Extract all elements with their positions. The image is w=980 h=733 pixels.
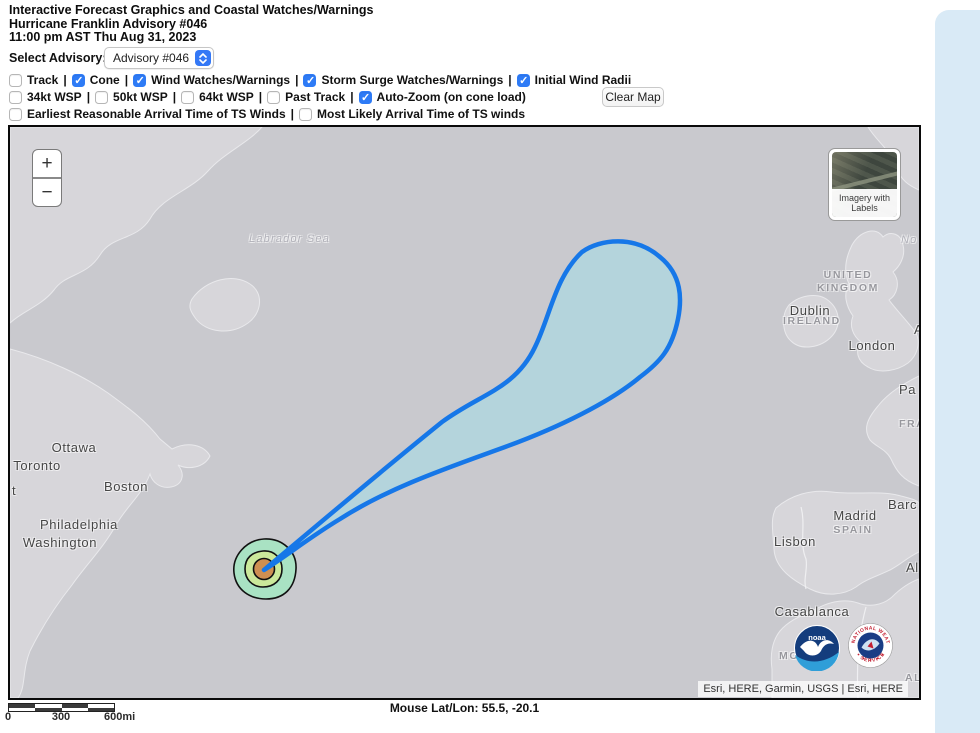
page-header: Interactive Forecast Graphics and Coasta… xyxy=(9,3,374,45)
past-track-checkbox[interactable] xyxy=(267,90,281,104)
wind-watches-checkbox[interactable] xyxy=(133,73,147,87)
scale-bar xyxy=(8,703,115,712)
wind-watches-label: Wind Watches/Warnings xyxy=(151,73,291,87)
land-france xyxy=(866,375,919,487)
landmasses xyxy=(10,127,919,698)
most-likely-arrival-checkbox[interactable] xyxy=(299,107,312,121)
layer-row-2: 34kt WSP | 50kt WSP | 64kt WSP | Past Track… xyxy=(9,90,526,104)
zoom-out-button[interactable]: − xyxy=(33,179,61,206)
auto-zoom-label: Auto-Zoom (on cone load) xyxy=(376,90,526,104)
34kt-wsp-label: 34kt WSP xyxy=(27,90,82,104)
page-side-panel xyxy=(935,10,980,733)
noaa-logo-icon: noaa xyxy=(794,625,840,671)
track-checkbox[interactable] xyxy=(9,73,22,87)
svg-text:noaa: noaa xyxy=(808,633,826,642)
advisory-select-value: Advisory #046 xyxy=(113,51,190,65)
cone-checkbox[interactable] xyxy=(71,73,85,87)
50kt-wsp-checkbox[interactable] xyxy=(95,90,109,104)
map-attribution: Esri, HERE, Garmin, USGS | Esri, HERE xyxy=(698,681,908,697)
map-canvas[interactable]: Labrador Sea No UNITED KINGDOM IRELAND D… xyxy=(8,125,921,700)
land-canada-labrador xyxy=(10,127,263,324)
storm-surge-label: Storm Surge Watches/Warnings xyxy=(321,73,504,87)
basemap-toggle-label: Imagery with Labels xyxy=(832,189,897,217)
select-arrows-icon xyxy=(195,50,211,66)
scale-label-0: 0 xyxy=(5,711,12,723)
past-track-label: Past Track xyxy=(285,90,346,104)
nws-logo-icon: NATIONAL WEATHER SERVICE xyxy=(848,623,893,668)
map-base-svg xyxy=(10,127,919,698)
zoom-in-button[interactable]: + xyxy=(33,150,61,177)
forecast-cone[interactable] xyxy=(261,239,683,573)
64kt-wsp-checkbox[interactable] xyxy=(181,90,195,104)
auto-zoom-checkbox[interactable] xyxy=(358,90,372,104)
header-title: Interactive Forecast Graphics and Coasta… xyxy=(9,3,374,17)
earliest-arrival-label: Earliest Reasonable Arrival Time of TS W… xyxy=(27,107,286,121)
scale-label-600mi: 600mi xyxy=(104,711,136,723)
advisory-select[interactable]: Advisory #046 xyxy=(104,47,214,69)
34kt-wsp-checkbox[interactable] xyxy=(9,90,22,104)
initial-wind-radii-checkbox[interactable] xyxy=(516,73,530,87)
clear-map-button[interactable]: Clear Map xyxy=(602,87,664,107)
zoom-divider xyxy=(33,177,61,179)
header-storm: Hurricane Franklin Advisory #046 xyxy=(9,16,208,31)
land-north-america xyxy=(10,348,211,698)
cone-label: Cone xyxy=(89,73,120,87)
mouse-latlon-readout: Mouse Lat/Lon: 55.5, -20.1 xyxy=(389,701,540,715)
advisory-select-label: Select Advisory: xyxy=(9,51,107,65)
most-likely-arrival-label: Most Likely Arrival Time of TS winds xyxy=(317,107,526,121)
layer-row-1: Track| Cone| Wind Watches/Warnings| Stor… xyxy=(9,73,631,87)
50kt-wsp-label: 50kt WSP xyxy=(113,90,168,104)
track-label: Track xyxy=(27,73,59,87)
zoom-control: + − xyxy=(32,149,62,207)
header-time: 11:00 pm AST Thu Aug 31, 2023 xyxy=(9,30,197,44)
basemap-toggle[interactable]: Imagery with Labels xyxy=(828,148,901,221)
64kt-wsp-label: 64kt WSP xyxy=(199,90,254,104)
land-great-britain xyxy=(845,230,919,372)
land-iberia xyxy=(771,490,919,595)
earliest-arrival-checkbox[interactable] xyxy=(9,107,22,121)
initial-wind-radii-label: Initial Wind Radii xyxy=(534,73,632,87)
layer-row-3: Earliest Reasonable Arrival Time of TS W… xyxy=(9,107,525,121)
scale-label-300: 300 xyxy=(51,711,71,723)
storm-surge-checkbox[interactable] xyxy=(303,73,317,87)
land-ireland xyxy=(783,295,839,348)
land-newfoundland xyxy=(189,278,260,332)
